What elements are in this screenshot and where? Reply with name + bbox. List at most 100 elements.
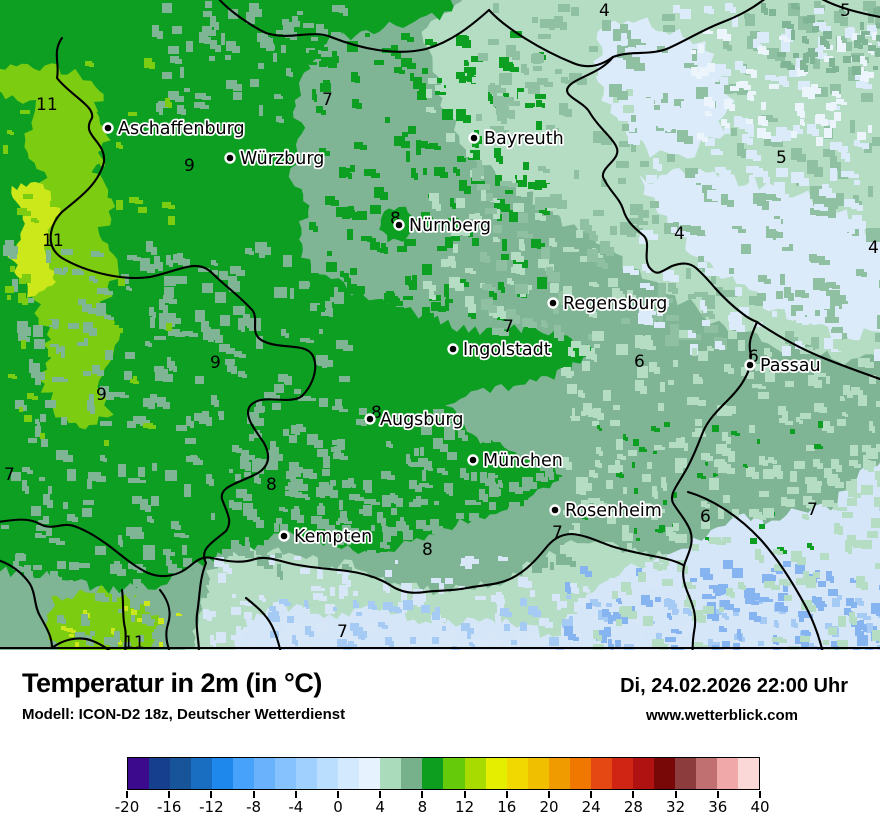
colorbar-segment xyxy=(674,758,696,789)
temp-value: 4 xyxy=(674,224,685,244)
city-marker: Aschaffenburg xyxy=(102,117,246,141)
city-label: Würzburg xyxy=(240,149,324,169)
colorbar-tick-label: 40 xyxy=(750,798,770,816)
colorbar-tick-mark xyxy=(126,791,128,798)
city-marker: Kempten xyxy=(278,525,374,549)
colorbar-tick-label: -4 xyxy=(288,798,304,816)
colorbar-tick-label: 32 xyxy=(666,798,686,816)
border-line xyxy=(821,0,880,19)
colorbar-tick-label: 28 xyxy=(623,798,643,816)
colorbar-tick-mark xyxy=(505,791,508,798)
political-borders xyxy=(0,0,880,650)
city-dot xyxy=(278,530,290,542)
colorbar-tick-label: 16 xyxy=(497,798,517,816)
colorbar-segment xyxy=(380,758,402,789)
colorbar-segment xyxy=(233,758,255,789)
colorbar-tick-label: 12 xyxy=(455,798,475,816)
colorbar-tick-mark xyxy=(590,791,593,798)
temp-value: 8 xyxy=(266,475,277,495)
temp-value: 7 xyxy=(322,90,333,110)
temp-value: 6 xyxy=(700,507,711,527)
colorbar-segment xyxy=(611,758,633,789)
city-label: Regensburg xyxy=(563,294,667,314)
city-marker: Würzburg xyxy=(224,147,326,171)
temp-value: 11 xyxy=(42,231,64,251)
colorbar-tick-label: -12 xyxy=(199,798,224,816)
temp-value: 7 xyxy=(552,523,563,543)
colorbar-segment xyxy=(422,758,444,789)
colorbar-segment xyxy=(191,758,213,789)
colorbar-segment xyxy=(695,758,717,789)
city-dot xyxy=(364,413,376,425)
temp-value: 8 xyxy=(371,403,382,423)
colorbar-tick-mark xyxy=(252,791,255,798)
colorbar-segment xyxy=(296,758,318,789)
colorbar-segment xyxy=(338,758,360,789)
temp-value: 5 xyxy=(776,148,787,168)
colorbar-segment xyxy=(590,758,612,789)
valid-datetime: Di, 24.02.2026 22:00 Uhr xyxy=(620,675,848,697)
city-label: Bayreuth xyxy=(484,129,564,149)
colorbar-tick-label: 4 xyxy=(375,798,385,816)
city-dot xyxy=(102,122,114,134)
colorbar-tick-mark xyxy=(210,791,213,798)
colorbar-segment xyxy=(443,758,465,789)
field-speckle-texture xyxy=(1,1,880,650)
field-yellowgreen-left xyxy=(0,63,121,430)
colorbar-tick-mark xyxy=(168,791,171,798)
city-dot xyxy=(224,152,236,164)
border-line xyxy=(611,0,766,59)
colorbar-tick-mark xyxy=(674,791,677,798)
city-label: München xyxy=(483,451,563,471)
colorbar-tick-mark xyxy=(463,791,466,798)
colorbar-tick-mark xyxy=(421,791,424,798)
colorbar-tick-label: 8 xyxy=(417,798,428,816)
colorbar-tick-label: 36 xyxy=(708,798,728,816)
border-line xyxy=(0,518,685,594)
colorbar-segment xyxy=(170,758,192,789)
colorbar-tick-mark xyxy=(294,791,297,798)
city-label: Aschaffenburg xyxy=(118,119,245,139)
temp-value: 9 xyxy=(96,385,107,405)
city-label: Kempten xyxy=(294,527,372,547)
temp-value: 7 xyxy=(4,465,15,485)
colorbar-tick-mark xyxy=(759,791,761,798)
colorbar-segment xyxy=(254,758,276,789)
colorbar-segment xyxy=(401,758,423,789)
city-marker: Bayreuth xyxy=(468,127,565,151)
city-label: Passau xyxy=(760,356,821,376)
temp-value: 7 xyxy=(503,317,514,337)
city-marker: Ingolstadt xyxy=(447,338,552,362)
colorbar-segment xyxy=(128,758,150,789)
colorbar-tick-mark xyxy=(548,791,550,798)
border-line xyxy=(755,320,880,381)
city-label: Augsburg xyxy=(380,410,463,430)
temp-value: 7 xyxy=(337,622,348,642)
city-dot xyxy=(467,454,479,466)
colorbar-segment xyxy=(569,758,591,789)
website-url: www.wetterblick.com xyxy=(646,707,798,724)
colorbar-segment xyxy=(548,758,570,789)
city-markers: Aschaffenburg Würzburg Bayreuth Nürnberg Reg… xyxy=(102,117,822,549)
colorbar-segment xyxy=(275,758,297,789)
temp-value: 5 xyxy=(840,1,851,21)
colorbar-segment xyxy=(149,758,171,789)
temperature-values: 11 7 9 11 8 4 5 5 4 4 7 6 6 9 9 8 7 8 7 6 7 8 11 7 xyxy=(4,1,879,650)
temp-value: 6 xyxy=(748,347,759,367)
city-marker: Passau xyxy=(744,354,822,378)
city-dot xyxy=(447,343,459,355)
footer: Temperatur in 2m (in °C) Modell: ICON-D2… xyxy=(0,650,880,830)
city-marker: München xyxy=(467,449,565,473)
temp-value: 8 xyxy=(422,540,433,560)
city-dot xyxy=(547,297,559,309)
colorbar-segment xyxy=(506,758,528,789)
city-marker: Augsburg xyxy=(364,408,465,432)
city-dot xyxy=(744,359,756,371)
city-marker: Regensburg xyxy=(547,292,669,316)
border-line xyxy=(487,8,615,68)
temp-value: 9 xyxy=(210,353,221,373)
colorbar-segment xyxy=(212,758,234,789)
colorbar-segment xyxy=(527,758,549,789)
